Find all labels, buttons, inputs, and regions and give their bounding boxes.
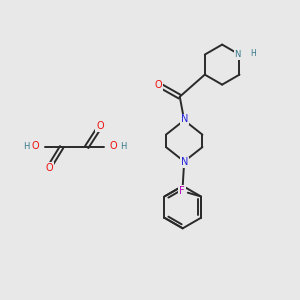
Text: N: N — [181, 158, 188, 167]
Text: O: O — [45, 163, 53, 173]
Text: O: O — [154, 80, 162, 90]
Text: O: O — [110, 142, 117, 152]
Text: O: O — [96, 121, 104, 131]
Text: N: N — [181, 114, 188, 124]
Text: H: H — [251, 49, 256, 58]
Text: N: N — [235, 50, 241, 59]
Text: H: H — [23, 142, 30, 151]
Text: F: F — [179, 186, 185, 196]
Text: O: O — [32, 142, 40, 152]
Text: H: H — [120, 142, 126, 151]
